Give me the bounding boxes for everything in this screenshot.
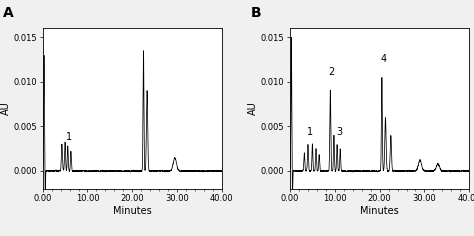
X-axis label: Minutes: Minutes (113, 206, 152, 216)
Y-axis label: AU: AU (248, 102, 258, 115)
X-axis label: Minutes: Minutes (360, 206, 399, 216)
Text: 3: 3 (336, 127, 342, 137)
Text: B: B (251, 6, 261, 20)
Text: 1: 1 (307, 127, 313, 137)
Text: 1: 1 (65, 132, 72, 143)
Y-axis label: AU: AU (0, 102, 11, 115)
Text: A: A (3, 6, 14, 20)
Text: 2: 2 (328, 67, 335, 77)
Text: 4: 4 (381, 54, 387, 64)
